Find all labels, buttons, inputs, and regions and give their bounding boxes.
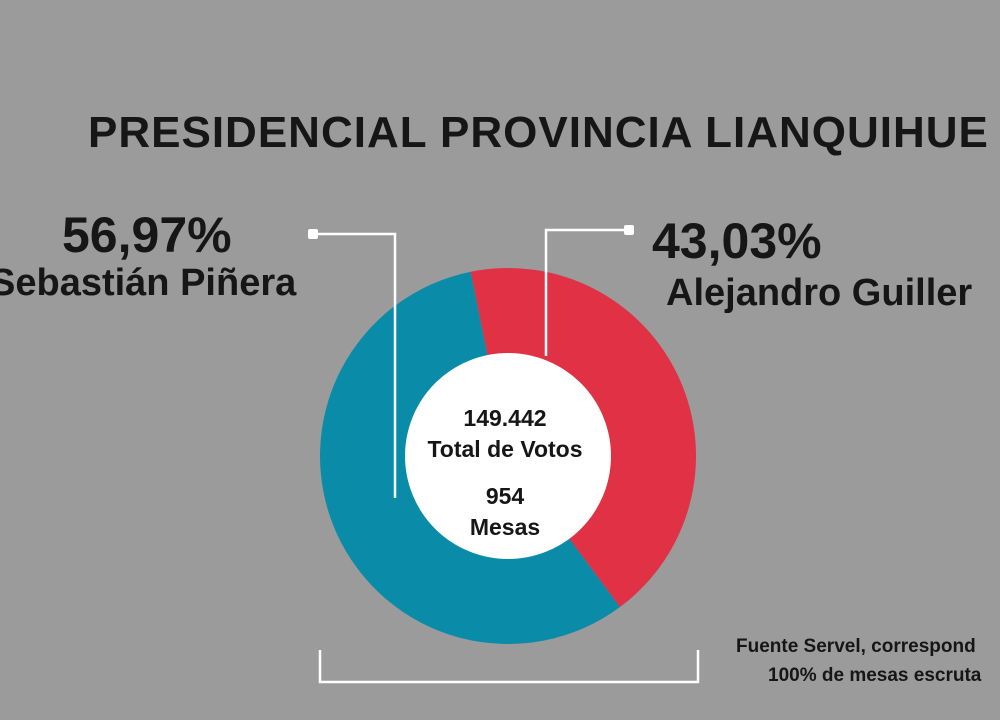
donut-center-hole: [405, 353, 611, 559]
chart-title: PRESIDENCIAL PROVINCIA LIANQUIHUE: [88, 108, 989, 157]
guillier-leader-dot: [624, 225, 634, 235]
mesas-block: 954 Mesas: [405, 481, 605, 543]
source-line-2: 100% de mesas escruta: [768, 665, 982, 686]
guillier-candidate-label: Alejandro Guiller: [666, 272, 973, 314]
total-votes-value: 149.442: [463, 405, 547, 431]
pinera-candidate-label: Sebastián Piñera: [0, 262, 297, 304]
mesas-value: 954: [485, 483, 525, 509]
source-line-1: Fuente Servel, correspond: [736, 636, 976, 657]
total-votes-block: 149.442 Total de Votos: [405, 403, 605, 465]
pinera-leader-dot: [308, 229, 318, 239]
bottom-bracket: [318, 650, 700, 684]
pinera-leader-line: [313, 232, 397, 498]
guillier-percentage-label: 43,03%: [652, 213, 822, 269]
pinera-percentage-label: 56,97%: [62, 207, 232, 263]
total-votes-label: Total de Votos: [427, 436, 583, 462]
guillier-leader-line: [544, 228, 629, 356]
mesas-label: Mesas: [469, 514, 541, 540]
leader-lines: [313, 228, 700, 684]
source-note: Fuente Servel, correspond 100% de mesas …: [736, 632, 981, 690]
